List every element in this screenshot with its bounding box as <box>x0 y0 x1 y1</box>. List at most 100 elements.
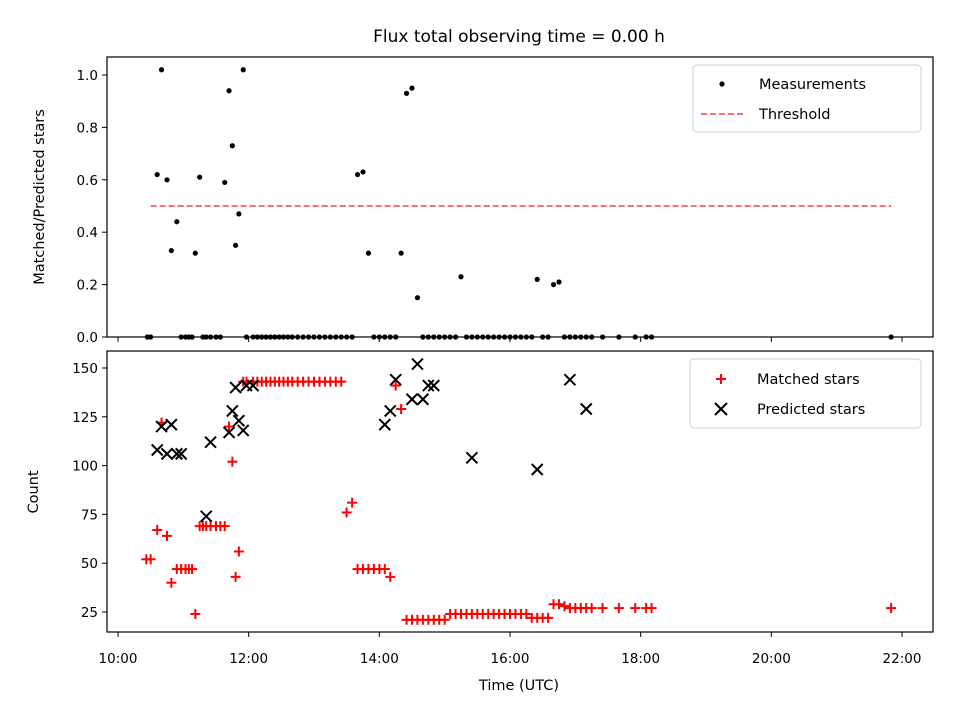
bottom-y-tick-label: 150 <box>72 361 98 377</box>
matched-star-point <box>152 525 163 536</box>
matched-star-point <box>597 603 608 614</box>
measurement-point <box>550 282 557 288</box>
matched-star-point <box>630 603 641 614</box>
measurement-point <box>240 67 246 73</box>
matched-star-point <box>162 530 172 541</box>
predicted-star-point <box>237 424 250 437</box>
top-y-axis-label: Matched/Predicted stars <box>32 109 48 285</box>
bottom-axes-frame <box>106 350 934 633</box>
measurement-point <box>403 90 410 96</box>
top-legend-box <box>692 64 922 133</box>
legend-matched-marker <box>716 374 726 384</box>
predicted-star-point <box>389 373 402 386</box>
measurement-point <box>458 274 464 280</box>
predicted-star-point <box>165 418 178 431</box>
predicted-star-point <box>465 451 479 464</box>
measurement-point <box>226 88 232 94</box>
predicted-star-point <box>232 414 246 427</box>
matched-star-point <box>347 497 358 508</box>
matched-star-point <box>379 564 390 575</box>
predicted-star-point <box>563 373 577 386</box>
top-legend: Measurements Threshold <box>692 64 922 133</box>
measurement-point <box>414 295 421 301</box>
legend-threshold-label: Threshold <box>758 107 830 123</box>
matched-star-point <box>390 380 401 391</box>
predicted-star-point <box>422 379 435 392</box>
legend-predicted-label: Predicted stars <box>757 402 865 418</box>
x-tick-label: 16:00 <box>491 651 530 667</box>
counts-plot-area <box>141 357 897 625</box>
top-x-axis-ticks <box>117 337 903 342</box>
chart-title: Flux total observing time = 0.00 h <box>373 27 665 47</box>
measurement-point <box>398 250 404 256</box>
predicted-star-point <box>222 426 236 439</box>
measurement-point <box>409 85 415 91</box>
measurement-point <box>168 247 174 254</box>
matched-star-point <box>559 601 570 612</box>
x-tick-label: 14:00 <box>360 651 399 667</box>
matched-star-point <box>554 599 564 610</box>
measurement-point <box>229 143 235 149</box>
matched-star-point <box>886 603 897 614</box>
measurement-point <box>556 279 562 285</box>
matched-star-point <box>341 507 352 518</box>
legend-predicted-marker <box>714 402 728 416</box>
matched-star-point <box>521 608 532 619</box>
measurement-point <box>233 242 239 248</box>
measurement-point <box>236 211 242 217</box>
predicted-star-point <box>204 435 217 449</box>
predicted-star-point <box>174 447 188 461</box>
top-panel: 0.0 0.2 0.4 0.6 0.8 1.0 Matched/Predicted sta… <box>32 56 934 346</box>
predicted-star-point <box>226 404 239 418</box>
predicted-star-point <box>384 404 397 418</box>
x-tick-label: 12:00 <box>229 651 268 667</box>
matched-star-point <box>227 456 238 467</box>
x-tick-label: 22:00 <box>883 651 922 667</box>
matched-star-point <box>230 571 241 582</box>
top-y-axis: 0.0 0.2 0.4 0.6 0.8 1.0 <box>77 68 107 346</box>
legend-measurements-marker <box>719 81 725 87</box>
bottom-y-tick-label: 100 <box>72 459 98 475</box>
predicted-star-point <box>199 510 213 523</box>
bottom-legend: Matched stars Predicted stars <box>689 358 922 429</box>
bottom-y-axis-label: Count <box>26 470 42 513</box>
measurement-point <box>534 276 540 282</box>
matched-star-point <box>646 603 657 614</box>
bottom-y-tick-label: 50 <box>81 556 98 572</box>
top-y-tick-label: 0.8 <box>77 120 98 136</box>
top-y-tick-label: 1.0 <box>77 68 98 84</box>
top-y-tick-label: 0.6 <box>77 173 98 189</box>
x-tick-label: 18:00 <box>621 651 660 667</box>
top-axes-frame <box>106 56 934 338</box>
x-tick-label: 20:00 <box>752 651 791 667</box>
predicted-star-point <box>427 379 440 392</box>
bottom-y-tick-label: 25 <box>81 605 98 621</box>
predicted-star-point <box>155 420 168 433</box>
matched-star-point <box>233 546 244 557</box>
top-y-tick-label: 0.0 <box>77 330 98 346</box>
bottom-x-axis: 10:00 12:00 14:00 16:00 18:00 20:00 22:00 <box>99 632 922 667</box>
matched-star-point <box>145 554 156 565</box>
matched-star-point <box>166 577 177 588</box>
matched-star-point <box>385 571 396 582</box>
bottom-y-axis: 25 50 75 100 125 150 <box>72 361 107 621</box>
matched-star-point <box>336 376 347 387</box>
measurement-point <box>365 250 372 256</box>
matched-star-point <box>613 603 624 614</box>
bottom-y-tick-label: 125 <box>72 410 98 426</box>
x-axis-label: Time (UTC) <box>478 678 559 694</box>
predicted-star-point <box>150 443 164 457</box>
measurement-point <box>164 177 170 183</box>
predicted-star-point <box>160 447 174 461</box>
matched-star-point <box>187 564 198 575</box>
matched-star-point <box>543 612 554 623</box>
legend-measurements-label: Measurements <box>759 77 866 93</box>
matched-star-point <box>224 421 235 432</box>
measurement-point <box>222 179 228 186</box>
x-tick-label: 10:00 <box>99 651 138 667</box>
predicted-star-point <box>411 357 424 371</box>
predicted-star-point <box>416 393 430 406</box>
predicted-star-point <box>170 447 184 461</box>
predicted-star-point <box>580 402 593 416</box>
